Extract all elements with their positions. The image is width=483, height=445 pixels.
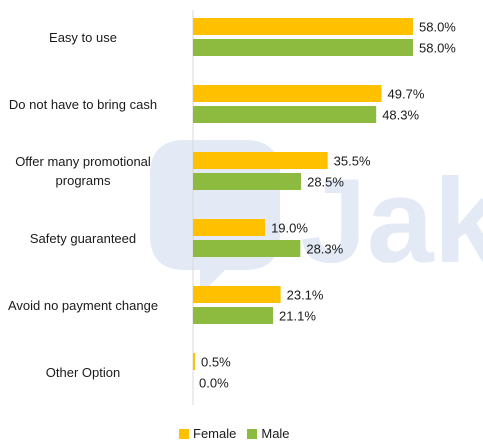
category-label-0: Easy to use — [0, 28, 178, 47]
bar-female-2 — [193, 152, 328, 169]
data-label-female-2: 35.5% — [334, 154, 371, 169]
data-label-male-5: 0.0% — [199, 376, 229, 391]
category-label-line: Offer many promotional — [15, 154, 151, 169]
category-label-3: Safety guaranteed — [0, 229, 178, 248]
legend-label-female: Female — [193, 426, 237, 441]
data-label-male-3: 28.3% — [306, 242, 343, 257]
bar-male-1 — [193, 106, 377, 123]
legend: Female Male — [179, 426, 296, 441]
data-label-male-1: 48.3% — [382, 108, 419, 123]
data-label-female-5: 0.5% — [201, 355, 231, 370]
bar-male-0 — [193, 39, 413, 56]
bar-female-5 — [193, 353, 195, 370]
bar-female-4 — [193, 286, 281, 303]
legend-item-male: Male — [247, 426, 290, 441]
data-label-female-3: 19.0% — [271, 221, 308, 236]
legend-swatch-male — [247, 428, 258, 439]
bar-female-1 — [193, 85, 382, 102]
category-label-4: Avoid no payment change — [0, 296, 178, 315]
category-label-1: Do not have to bring cash — [0, 95, 178, 114]
data-label-female-4: 23.1% — [287, 288, 324, 303]
legend-label-male: Male — [261, 426, 290, 441]
bar-female-3 — [193, 219, 266, 236]
category-label-line: Other Option — [45, 364, 121, 380]
bar-male-3 — [193, 240, 301, 257]
category-label-2: Offer many promotional programs — [0, 152, 178, 190]
data-label-male-2: 28.5% — [307, 175, 344, 190]
data-label-female-0: 58.0% — [419, 20, 456, 35]
legend-item-female: Female — [179, 426, 236, 441]
data-label-female-1: 49.7% — [388, 87, 425, 102]
bar-male-4 — [193, 307, 274, 324]
category-label-line: programs — [55, 173, 111, 188]
category-label-5: Other Option — [0, 363, 178, 382]
bar-female-0 — [193, 18, 413, 35]
category-label-line: Safety guaranteed — [29, 230, 137, 246]
category-label-line: Do not have to bring cash — [8, 96, 158, 112]
category-label-line: Avoid no payment change — [7, 297, 159, 313]
category-label-line: Easy to use — [49, 29, 117, 45]
legend-swatch-female — [179, 428, 189, 439]
bar-male-2 — [193, 173, 302, 190]
data-label-male-4: 21.1% — [279, 309, 316, 324]
data-label-male-0: 58.0% — [419, 41, 456, 56]
